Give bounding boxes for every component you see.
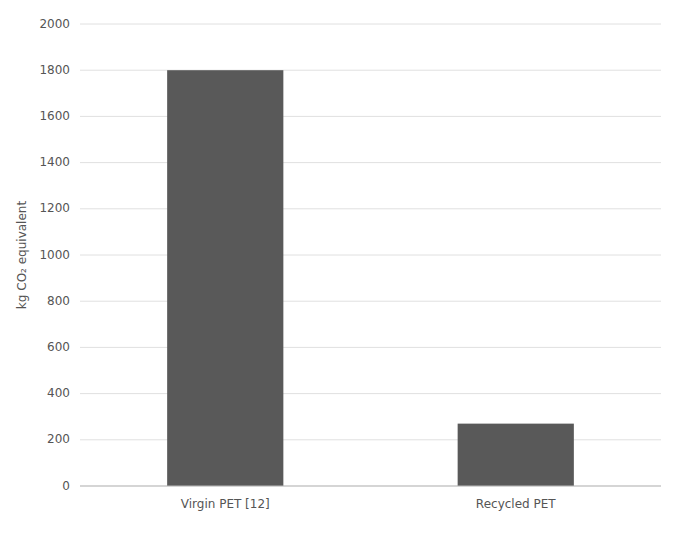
y-tick-label: 1800 [39,63,70,77]
bar [458,424,574,486]
x-axis-line [80,486,661,487]
grid-line [80,486,661,487]
y-axis-label: kg CO₂ equivalent [15,201,29,310]
chart: 0 200 400 600 800 1000 1200 1400 1600 1800 2000 Vir… [0,0,685,536]
y-tick-label: 200 [47,432,70,446]
grid-line [80,24,661,25]
y-tick-label: 400 [47,386,70,400]
y-tick-label: 2000 [39,17,70,31]
y-tick-label: 1600 [39,109,70,123]
grid [80,24,661,486]
y-tick-label: 1000 [39,248,70,262]
y-tick-label: 1200 [39,201,70,215]
x-tick-label: Virgin PET [12] [181,497,270,511]
bars [167,70,574,486]
y-tick-label: 600 [47,340,70,354]
bar [167,70,283,486]
y-tick-label: 0 [62,479,70,493]
y-tick-label: 800 [47,294,70,308]
x-tick-label: Recycled PET [476,497,556,511]
y-tick-label: 1400 [39,155,70,169]
